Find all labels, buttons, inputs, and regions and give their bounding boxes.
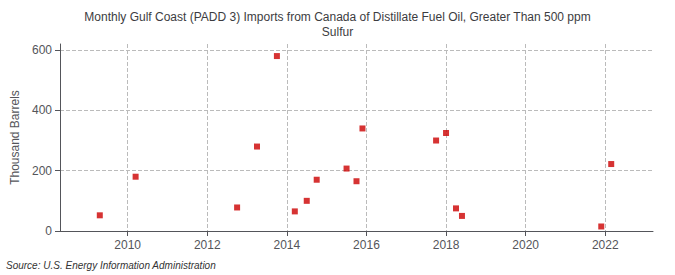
svg-text:2012: 2012	[194, 238, 221, 252]
svg-text:400: 400	[32, 103, 52, 117]
svg-text:2010: 2010	[114, 238, 141, 252]
svg-text:2016: 2016	[353, 238, 380, 252]
svg-text:2020: 2020	[512, 238, 539, 252]
svg-text:Monthly Gulf Coast (PADD 3) Im: Monthly Gulf Coast (PADD 3) Imports from…	[84, 10, 590, 24]
svg-text:Thousand Barrels: Thousand Barrels	[8, 90, 22, 185]
svg-text:2014: 2014	[274, 238, 301, 252]
svg-text:Source: U.S. Energy Informatio: Source: U.S. Energy Information Administ…	[6, 260, 216, 271]
svg-text:2022: 2022	[592, 238, 619, 252]
svg-text:200: 200	[32, 164, 52, 178]
svg-text:Sulfur: Sulfur	[322, 25, 353, 39]
svg-text:2018: 2018	[433, 238, 460, 252]
svg-text:600: 600	[32, 43, 52, 57]
svg-text:0: 0	[45, 224, 52, 238]
